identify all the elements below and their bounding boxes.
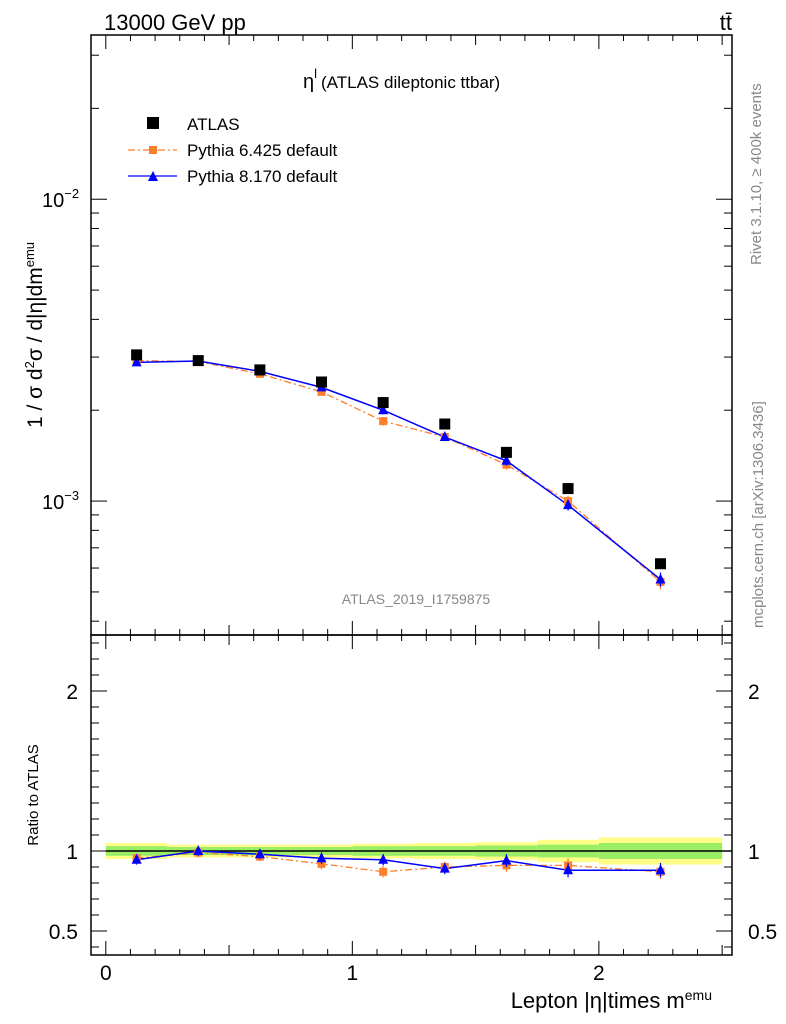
pythia8-point [655, 573, 666, 584]
rivet-label: Rivet 3.1.10, ≥ 400k events [748, 83, 765, 265]
x-tick-label: 0 [100, 962, 112, 985]
ratio-pythia8-point [378, 853, 389, 864]
atlas-point [655, 558, 667, 570]
main-y-axis-label: 1 / σ d2σ / d|η|dmemu [22, 242, 47, 428]
atlas-point [192, 355, 204, 367]
plot-title-symbol: η [303, 71, 314, 93]
atlas-point [316, 376, 328, 388]
plot-title-text: (ATLAS dileptonic ttbar) [321, 73, 500, 92]
legend-pythia6-marker [149, 146, 157, 154]
ratio-y-tick-label-right: 0.5 [748, 921, 777, 944]
main-y-tick-labels: 10−210−3 [42, 186, 79, 514]
pythia8-point [439, 431, 450, 442]
main-ylabel-part2: σ / d|η|dm [24, 267, 47, 361]
ratio-panel: 2 2 1 1 0.5 0.5 0 1 2 [49, 634, 777, 985]
y-tick-label-base: 10 [42, 190, 64, 212]
ratio-ticks [91, 635, 732, 955]
y-tick-label: 10−3 [42, 488, 79, 514]
y-tick-label-exponent: −2 [64, 186, 79, 201]
xlabel-main: Lepton |η|times m [511, 988, 685, 1013]
atlas-point [562, 483, 574, 495]
pythia8-point [563, 499, 574, 510]
ratio-y-tick-label-right: 2 [748, 681, 760, 704]
pythia8-point [501, 454, 512, 465]
pythia6-point [379, 417, 388, 426]
legend-atlas-label: ATLAS [187, 115, 240, 134]
plot-title-superscript: l [314, 66, 317, 81]
ratio-pythia8-point [254, 848, 265, 859]
plot-title: ηl (ATLAS dileptonic ttbar) [303, 66, 500, 93]
pythia8-line [136, 360, 661, 581]
main-ylabel-sup2: emu [22, 242, 37, 267]
atlas-point [500, 446, 512, 458]
ratio-pythia8-point [316, 852, 327, 863]
ratio-y-axis-label: Ratio to ATLAS [25, 744, 42, 845]
main-ylabel-sup1: 2 [22, 361, 37, 368]
pythia8-point [131, 356, 142, 367]
legend-pythia8-marker [148, 171, 158, 181]
legend-atlas-marker [147, 117, 159, 129]
ratio-y-tick-label-right: 1 [748, 841, 760, 864]
ratio-pythia8-point [131, 853, 142, 864]
legend-pythia8-label: Pythia 8.170 default [187, 167, 338, 186]
ratio-y-tick-label-left: 0.5 [49, 921, 78, 944]
atlas-point [254, 364, 266, 376]
ratio-pythia8-point [439, 862, 450, 873]
y-tick-label-base: 10 [42, 492, 64, 514]
pythia6-line [136, 359, 661, 583]
pythia8-point [378, 404, 389, 415]
main-ticks [91, 35, 732, 635]
ratio-x-tick-labels: 0 1 2 [100, 962, 605, 985]
xlabel-sup: emu [685, 987, 712, 1003]
ratio-y-tick-label-left: 1 [66, 841, 78, 864]
ratio-frame [90, 634, 733, 956]
legend-pythia6-label: Pythia 6.425 default [187, 141, 338, 160]
atlas-point [131, 349, 143, 361]
legend: ATLAS Pythia 6.425 default Pythia 8.170 … [128, 115, 338, 186]
atlas-point [377, 397, 389, 409]
atlas-point [439, 418, 451, 430]
x-tick-label: 2 [593, 962, 605, 985]
ratio-pythia8-point [501, 854, 512, 865]
y-tick-label: 10−2 [42, 186, 79, 212]
main-ylabel-part1: 1 / σ d [24, 368, 47, 428]
ratio-pythia8-point [655, 864, 666, 875]
energy-label: 13000 GeV pp [104, 10, 246, 35]
main-series [131, 349, 667, 590]
ratio-pythia8-point [563, 864, 574, 875]
process-label: tt̄ [720, 10, 732, 35]
ratio-series [105, 845, 732, 879]
y-tick-label-exponent: −3 [64, 488, 79, 503]
mcplots-label: mcplots.cern.ch [arXiv:1306.3436] [750, 401, 767, 628]
ratio-y-tick-labels: 2 2 1 1 0.5 0.5 [49, 681, 777, 944]
x-axis-label: Lepton |η|times memu [511, 987, 712, 1013]
ratio-pythia6-point [379, 867, 388, 876]
x-tick-label: 1 [346, 962, 358, 985]
pythia6-point [317, 387, 326, 396]
analysis-watermark: ATLAS_2019_I1759875 [342, 591, 491, 607]
ratio-pythia8-point [193, 845, 204, 855]
main-panel: 10−210−3 ηl (ATLAS dileptonic ttbar) ATLA… [42, 34, 733, 636]
ratio-y-tick-label-left: 2 [66, 681, 78, 704]
